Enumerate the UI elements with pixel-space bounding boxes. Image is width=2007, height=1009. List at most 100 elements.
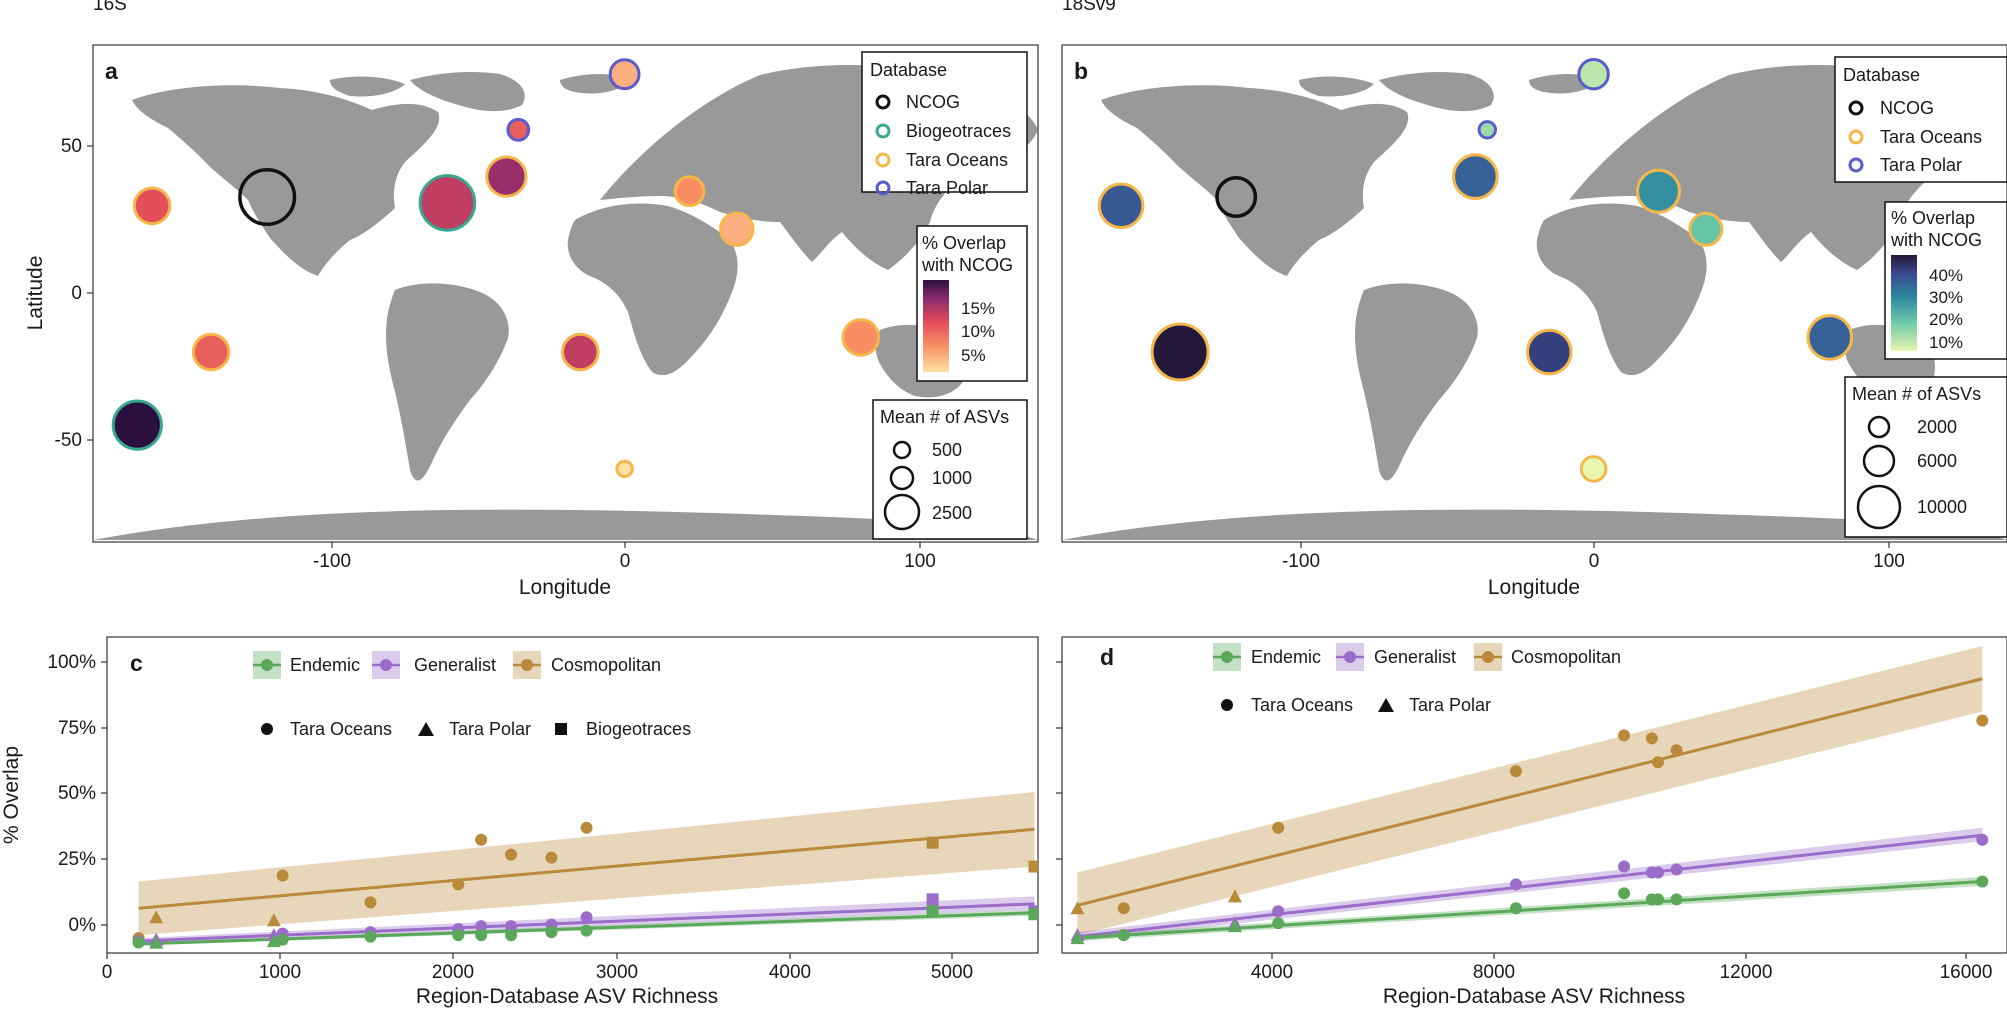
- figure-label-18s: 18Sv9: [1062, 0, 1116, 15]
- panel-a-legend-database: Database NCOG Biogeotraces Tara Oceans T…: [861, 51, 1028, 198]
- c-point-endemic-2: [266, 934, 281, 948]
- a-xtick-label-m100: -100: [313, 551, 351, 572]
- d-fit-line-cosmopolitan: [1077, 677, 1983, 907]
- d-point-cosmopolitan-8: [1670, 744, 1683, 757]
- b-xtick-label-m100: -100: [1282, 551, 1320, 572]
- legend-key-dot-cosmopolitan-d: [1482, 651, 1494, 663]
- legend-size-label-a-500: 500: [932, 440, 962, 460]
- panel-b-points: [1097, 57, 1854, 483]
- panel-a-points: [111, 58, 881, 479]
- c-ylabel: % Overlap: [0, 746, 23, 844]
- legend-size-key-b-2000: [1867, 415, 1891, 439]
- c-xtick-label-3000: 3000: [596, 962, 638, 983]
- legend-db-key-ncog-b: [1848, 100, 1864, 116]
- legend-label-generalist-c: Generalist: [414, 655, 496, 675]
- map-point-tara-polar-4: [1477, 120, 1498, 140]
- panel-c-axes: 0% 25% 50% 75% 100% 0 1000 2000 3000 400…: [0, 652, 973, 1008]
- a-ylabel: Latitude: [24, 256, 47, 331]
- a-ytick-label-m50: -50: [55, 430, 82, 451]
- c-point-endemic-7: [505, 929, 518, 942]
- panel-c-letter: c: [130, 650, 143, 676]
- map-point-tara-oceans-8: [191, 332, 231, 372]
- c-point-cosmopolitan-9: [580, 821, 593, 834]
- legend-db-title-a: Database: [870, 60, 947, 80]
- panel-a: a Database NCOG Biogeotraces Tara Oceans…: [24, 44, 1039, 599]
- d-xtick-label-16000: 16000: [1940, 962, 1993, 983]
- c-point-endemic-3: [276, 933, 289, 946]
- legend-size-key-a-500: [892, 440, 912, 460]
- c-xtick-label-0: 0: [102, 962, 113, 983]
- c-point-endemic-10: [926, 905, 939, 918]
- d-point-endemic-0: [1070, 931, 1085, 945]
- legend-overlap-title-a-1: % Overlap: [922, 233, 1006, 253]
- legend-db-key-ncog-a: [875, 94, 891, 110]
- c-point-cosmopolitan-7: [505, 848, 518, 861]
- map-point-biogeotraces-11: [111, 399, 163, 451]
- c-point-endemic-8: [545, 926, 558, 939]
- legend-size-label-a-1000: 1000: [932, 468, 972, 488]
- legend-overlap-tick-b-20: 20%: [1929, 310, 1963, 329]
- panel-c-legend-groups: Endemic Generalist Cosmopolitan: [253, 651, 661, 679]
- panel-d-legend-groups: Endemic Generalist Cosmopolitan: [1213, 643, 1621, 671]
- b-xlabel: Longitude: [1488, 576, 1580, 599]
- legend-db-title-b: Database: [1843, 65, 1920, 85]
- c-ytick-label-75: 75%: [58, 718, 96, 739]
- legend-shape-triangle-c: [418, 722, 434, 736]
- map-point-ncog-0: [1215, 176, 1258, 218]
- legend-shape-label-tara-oceans-c: Tara Oceans: [290, 719, 392, 739]
- panel-d: d Endemic Generalist Cosmopolitan Tara O…: [1056, 636, 2007, 1008]
- legend-db-label-ncog-a: NCOG: [906, 92, 960, 112]
- legend-overlap-tick-a-10: 10%: [961, 322, 995, 341]
- legend-size-label-b-2000: 2000: [1917, 417, 1957, 437]
- c-point-generalist-9: [580, 911, 593, 924]
- c-point-cosmopolitan-1: [149, 910, 164, 924]
- legend-shape-circle-d: [1221, 699, 1233, 711]
- map-point-tara-oceans-7: [1150, 322, 1210, 382]
- c-point-cosmopolitan-6: [475, 833, 488, 846]
- panel-b-letter: b: [1074, 58, 1088, 84]
- legend-overlap-colorbar-b: [1891, 255, 1917, 351]
- d-xtick-label-12000: 12000: [1720, 962, 1773, 983]
- d-xtick-label-4000: 4000: [1251, 962, 1293, 983]
- c-ci-band-cosmopolitan: [138, 792, 1035, 936]
- legend-overlap-tick-b-30: 30%: [1929, 288, 1963, 307]
- d-point-cosmopolitan-2: [1227, 889, 1242, 903]
- map-point-tara-oceans-10: [841, 318, 881, 357]
- c-point-cosmopolitan-10: [926, 836, 939, 849]
- map-point-ncog-0: [238, 167, 297, 227]
- c-point-cosmopolitan-4: [364, 896, 377, 909]
- legend-db-key-tara-oceans-b: [1848, 129, 1864, 145]
- legend-label-cosmopolitan-d: Cosmopolitan: [1511, 647, 1621, 667]
- c-point-cosmopolitan-2: [266, 913, 281, 927]
- panel-b-legend-overlap: % Overlap with NCOG 40% 30% 20% 10%: [1884, 201, 2007, 360]
- c-point-generalist-6: [475, 920, 488, 933]
- legend-db-box-a: [861, 51, 1028, 193]
- c-point-cosmopolitan-8: [545, 851, 558, 864]
- b-xtick-label-100: 100: [1873, 551, 1905, 572]
- map-point-tara-oceans-7: [719, 211, 755, 247]
- map-point-tara-oceans-1: [132, 186, 172, 226]
- legend-overlap-title-b-1: % Overlap: [1891, 208, 1975, 228]
- map-point-tara-oceans-8: [1526, 328, 1573, 376]
- panel-a-legend-size: Mean # of ASVs 500 1000 2500: [872, 399, 1028, 540]
- map-point-biogeotraces-2: [418, 174, 477, 232]
- legend-shape-label-tara-polar-d: Tara Polar: [1409, 695, 1491, 715]
- d-point-endemic-3: [1272, 917, 1285, 930]
- d-point-endemic-2: [1227, 919, 1242, 933]
- map-point-tara-polar-5: [506, 117, 531, 142]
- panel-d-frame: [1061, 636, 2007, 954]
- legend-label-endemic-c: Endemic: [290, 655, 360, 675]
- b-xtick-label-0: 0: [1589, 551, 1600, 572]
- legend-shape-label-tara-polar-c: Tara Polar: [449, 719, 531, 739]
- legend-overlap-tick-a-15: 15%: [961, 299, 995, 318]
- legend-shape-label-tara-oceans-d: Tara Oceans: [1251, 695, 1353, 715]
- d-xlabel: Region-Database ASV Richness: [1383, 985, 1685, 1008]
- d-point-cosmopolitan-3: [1272, 821, 1285, 834]
- legend-overlap-tick-b-40: 40%: [1929, 266, 1963, 285]
- d-point-endemic-9: [1976, 875, 1989, 888]
- legend-key-dot-endemic-d: [1221, 651, 1233, 663]
- map-point-tara-oceans-6: [673, 175, 706, 208]
- legend-db-label-biogeotraces-a: Biogeotraces: [906, 121, 1011, 141]
- panel-c-frame: [106, 636, 1039, 954]
